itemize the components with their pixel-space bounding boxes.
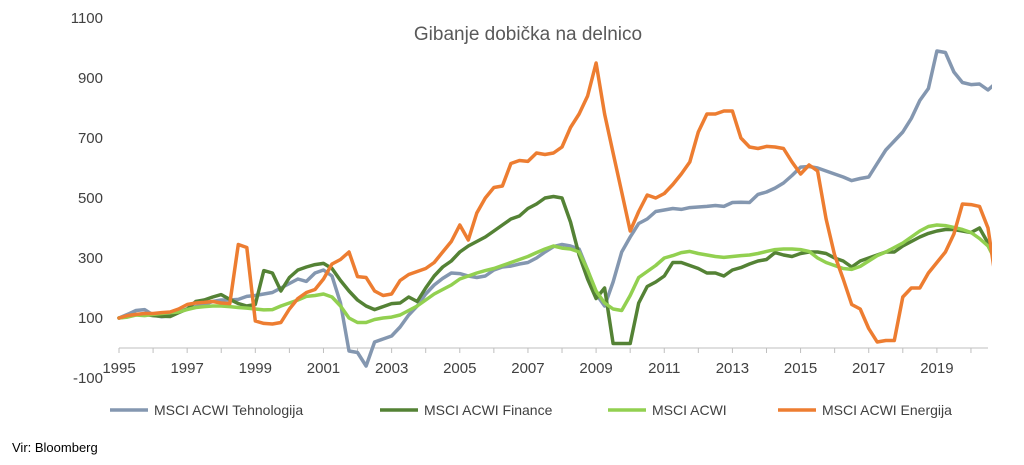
y-axis: -100 100 300 500 700 900 1100 <box>71 10 103 387</box>
x-tick-label: 2013 <box>716 360 749 377</box>
x-tick-label: 1995 <box>102 360 135 377</box>
legend-label: MSCI ACWI Finance <box>424 402 553 418</box>
source-note: Vir: Bloomberg <box>12 440 98 455</box>
x-tick-label: 1999 <box>239 360 272 377</box>
chart-title: Gibanje dobička na delnico <box>414 24 642 45</box>
x-tick-label: 2015 <box>784 360 817 377</box>
x-tick-label: 2003 <box>375 360 408 377</box>
x-tick-label: 2011 <box>648 360 680 377</box>
series-line-4 <box>117 61 992 344</box>
x-tick-label: 2009 <box>579 360 612 377</box>
y-tick-label: 300 <box>78 250 103 267</box>
series-line-1 <box>117 49 992 368</box>
y-tick-label: -100 <box>73 370 103 387</box>
y-tick-label: 500 <box>78 190 103 207</box>
legend-label: MSCI ACWI Energija <box>822 402 952 418</box>
legend-label: MSCI ACWI Tehnologija <box>154 402 303 418</box>
series-line-3 <box>117 223 992 325</box>
x-tick-label: 2019 <box>920 360 953 377</box>
y-tick-label: 700 <box>78 130 103 147</box>
legend: MSCI ACWI Tehnologija MSCI ACWI Finance MS… <box>110 402 952 418</box>
y-tick-label: 900 <box>78 70 103 87</box>
x-tick-label: 2017 <box>852 360 885 377</box>
y-tick-label: 1100 <box>71 10 103 27</box>
legend-label: MSCI ACWI <box>652 402 727 418</box>
series-line-2 <box>117 194 992 346</box>
x-tick-label: 2007 <box>511 360 544 377</box>
series-lines <box>117 49 992 368</box>
y-tick-label: 100 <box>78 310 103 327</box>
x-tick-label: 2001 <box>307 360 340 377</box>
x-tick-label: 2005 <box>443 360 476 377</box>
x-tick-label: 1997 <box>170 360 203 377</box>
x-axis: 1995 1997 1999 2001 2003 2005 2007 2009 2011 2013… <box>102 347 988 377</box>
